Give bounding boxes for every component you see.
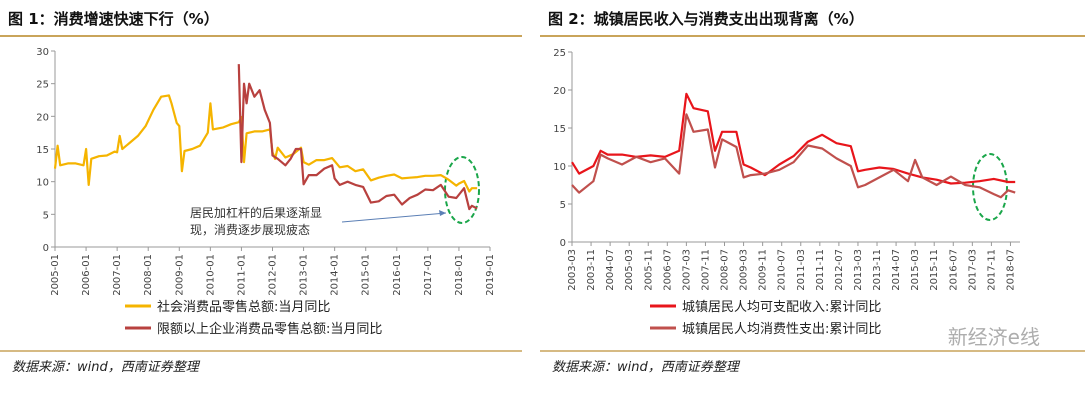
y-tick-label: 10 <box>553 162 566 173</box>
x-tick-label: 2016-07 <box>948 249 959 291</box>
legend-label: 限额以上企业消费品零售总额:当月同比 <box>157 321 382 337</box>
annotation: 居民加杠杆的后果逐渐显 <box>190 205 322 220</box>
x-tick-label: 2010-07 <box>777 249 788 291</box>
x-tick-label: 2016-01 <box>392 254 403 296</box>
x-tick-label: 2004-07 <box>605 249 616 291</box>
x-tick-label: 2012-01 <box>268 254 279 296</box>
y-tick-label: 20 <box>36 112 49 123</box>
x-tick-label: 2011-11 <box>815 249 826 291</box>
watermark: 新经济e线 <box>948 325 1040 349</box>
x-tick-label: 2008-07 <box>720 249 731 291</box>
y-tick-label: 25 <box>36 80 49 91</box>
x-tick-label: 2005-01 <box>50 254 61 296</box>
x-tick-label: 2008-01 <box>143 254 154 296</box>
x-tick-label: 2019-01 <box>485 254 496 296</box>
x-tick-label: 2015-01 <box>361 254 372 296</box>
legend-label: 社会消费品零售总额:当月同比 <box>157 299 330 315</box>
x-tick-label: 2003-11 <box>586 249 597 291</box>
series-line <box>571 113 1016 199</box>
x-tick-label: 2017-11 <box>986 249 997 291</box>
y-tick-label: 0 <box>43 243 49 254</box>
legend-label: 城镇居民人均消费性支出:累计同比 <box>682 322 881 337</box>
x-tick-label: 2006-07 <box>662 249 673 291</box>
y-tick-label: 25 <box>553 48 566 59</box>
annotation-arrow <box>341 212 447 223</box>
chart-title: 图 1：消费增速快速下行（%） <box>8 10 219 28</box>
x-tick-label: 2011-01 <box>236 254 247 296</box>
x-tick-label: 2015-03 <box>910 249 921 291</box>
x-tick-label: 2005-11 <box>643 249 654 291</box>
y-tick-label: 0 <box>560 238 566 249</box>
source-note: 数据来源：wind，西南证券整理 <box>552 360 741 375</box>
x-tick-label: 2012-07 <box>834 249 845 291</box>
legend-label: 城镇居民人均可支配收入:累计同比 <box>682 300 881 315</box>
x-tick-label: 2007-01 <box>112 254 123 296</box>
x-tick-label: 2018-01 <box>454 254 465 296</box>
x-tick-label: 2013-03 <box>853 249 864 291</box>
x-tick-label: 2006-01 <box>81 254 92 296</box>
arrow-head <box>439 210 446 216</box>
x-tick-label: 2017-03 <box>967 249 978 291</box>
x-tick-label: 2007-03 <box>681 249 692 291</box>
x-tick-label: 2011-03 <box>796 249 807 291</box>
y-tick-label: 10 <box>36 178 49 189</box>
series-line <box>53 94 478 193</box>
chart-title: 图 2：城镇居民收入与消费支出出现背离（%） <box>548 10 864 28</box>
x-tick-label: 2014-01 <box>330 254 341 296</box>
y-tick-label: 5 <box>560 200 566 211</box>
x-tick-label: 2005-03 <box>624 249 635 291</box>
y-tick-label: 20 <box>553 86 566 97</box>
x-tick-label: 2014-07 <box>891 249 902 291</box>
source-note: 数据来源：wind，西南证券整理 <box>12 360 201 375</box>
y-tick-label: 15 <box>553 124 566 135</box>
annotation: 现，消费逐步展现疲态 <box>190 222 310 237</box>
x-tick-label: 2013-01 <box>299 254 310 296</box>
x-tick-label: 2009-11 <box>758 249 769 291</box>
x-tick-label: 2003-03 <box>567 249 578 291</box>
x-tick-label: 2009-01 <box>174 254 185 296</box>
y-tick-label: 30 <box>36 47 49 58</box>
x-tick-label: 2018-07 <box>1005 249 1016 291</box>
x-tick-label: 2013-11 <box>872 249 883 291</box>
x-tick-label: 2010-01 <box>205 254 216 296</box>
y-tick-label: 5 <box>43 210 49 221</box>
x-tick-label: 2007-11 <box>700 249 711 291</box>
series-line <box>237 64 478 211</box>
x-tick-label: 2015-11 <box>929 249 940 291</box>
x-tick-label: 2017-01 <box>423 254 434 296</box>
series-line <box>571 92 1016 185</box>
y-tick-label: 15 <box>36 145 49 156</box>
x-tick-label: 2009-03 <box>739 249 750 291</box>
